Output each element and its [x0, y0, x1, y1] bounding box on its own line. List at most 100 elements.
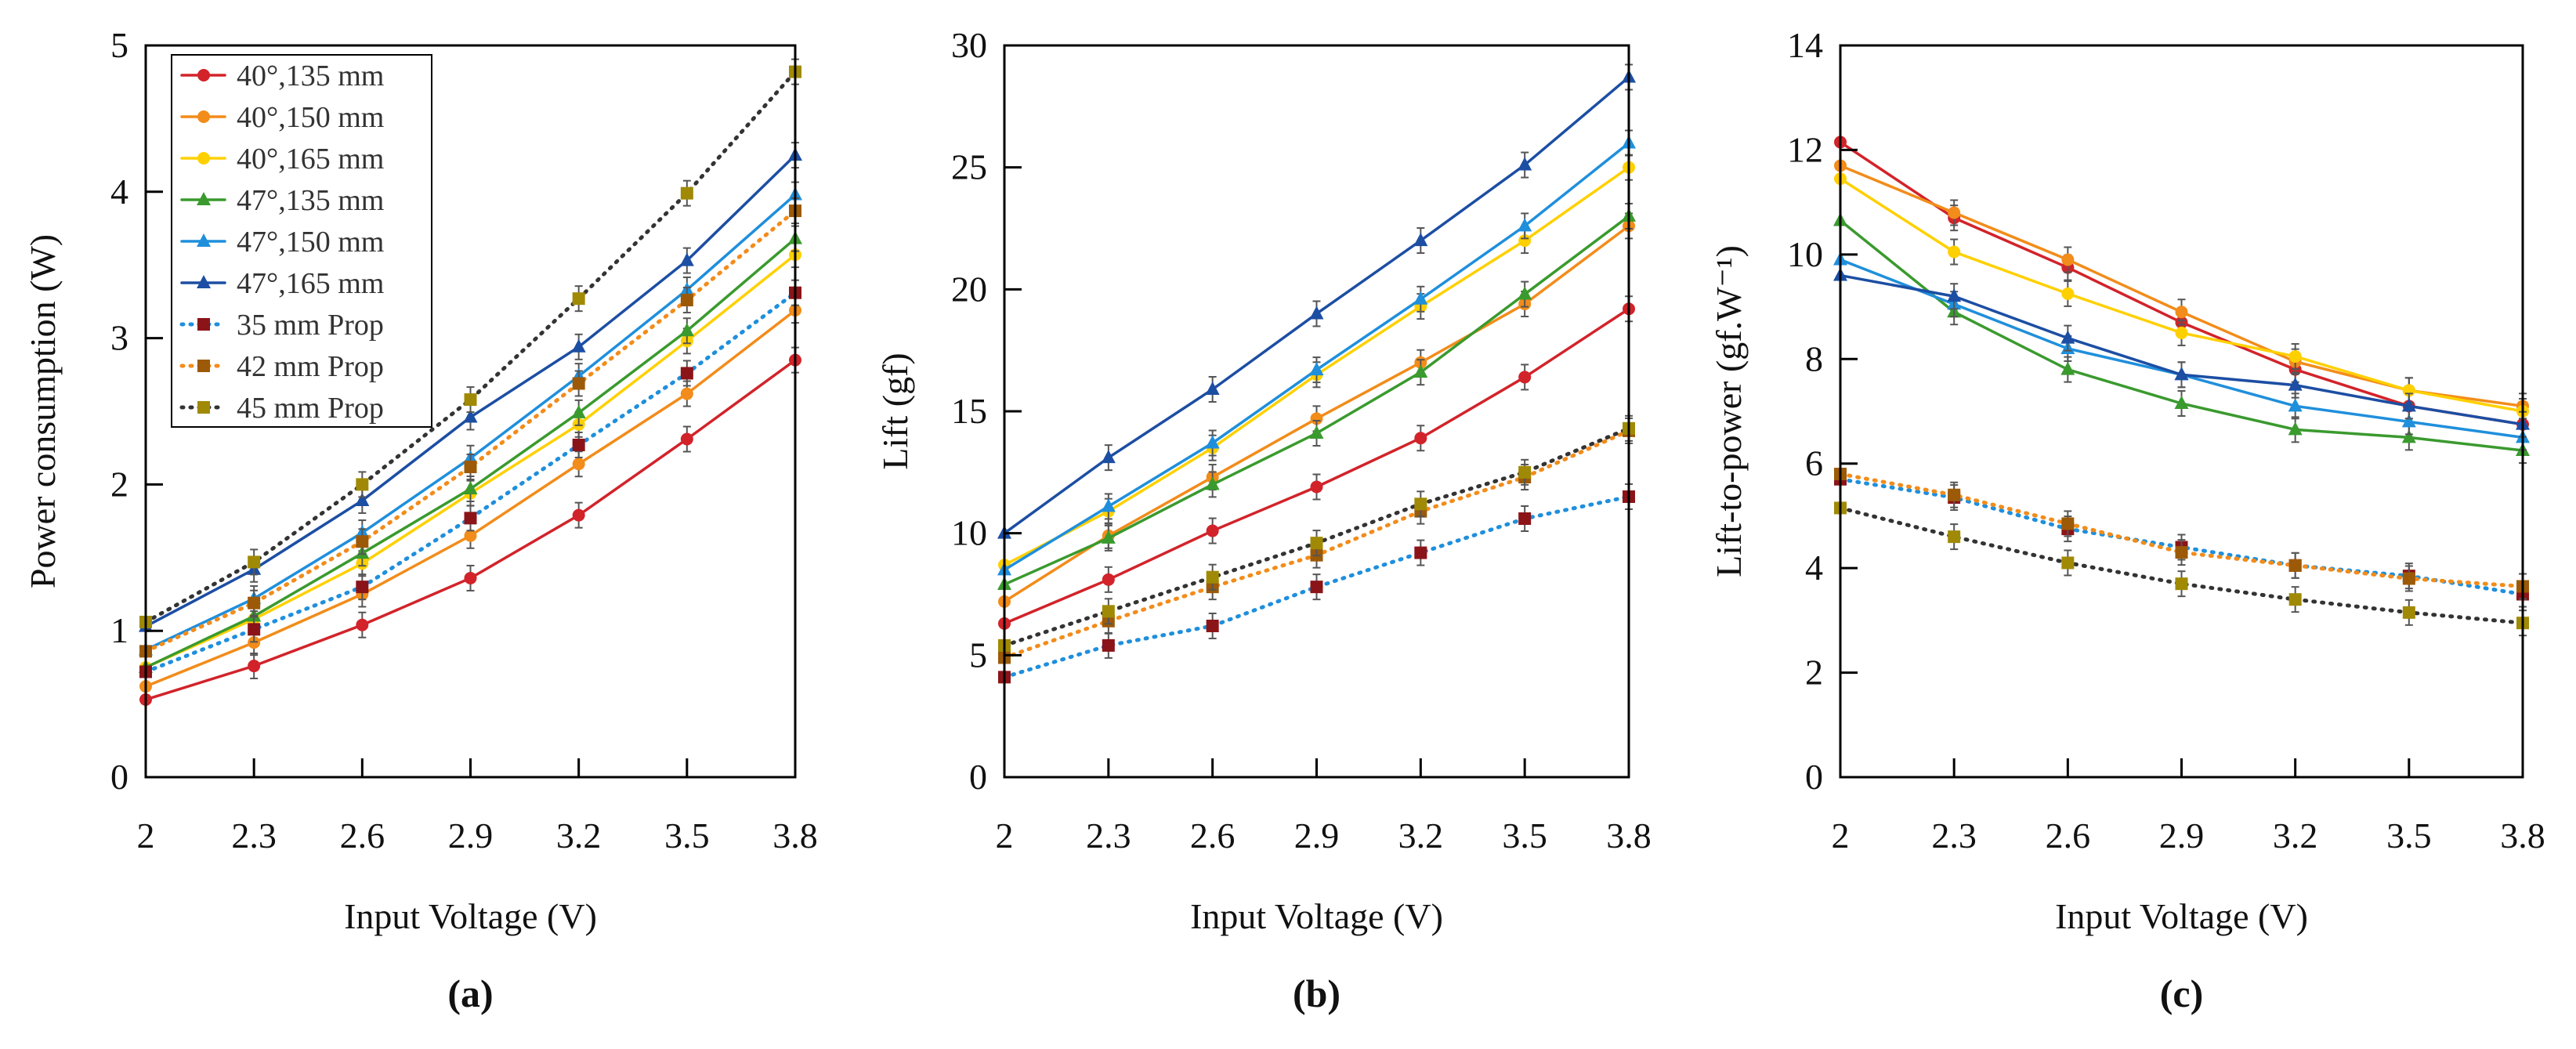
- data-point: [1518, 465, 1532, 479]
- data-point: [2175, 306, 2188, 319]
- data-point: [1310, 581, 1323, 594]
- y-tick-label: 0: [110, 757, 128, 797]
- data-point: [1948, 530, 1961, 544]
- data-point: [1948, 488, 1961, 501]
- data-point: [1518, 218, 1532, 232]
- data-point: [1518, 512, 1532, 525]
- data-point: [680, 186, 693, 200]
- data-point: [1309, 425, 1324, 439]
- legend-item: 40°,135 mm: [180, 60, 384, 92]
- series-8: [998, 414, 1635, 652]
- data-point: [2402, 572, 2415, 585]
- data-point: [1310, 537, 1323, 550]
- data-point: [463, 409, 478, 423]
- data-point: [680, 387, 693, 400]
- data-point: [2060, 361, 2075, 375]
- legend: 40°,135 mm 40°,150 mm 40°,165 mm 47°,135 mm…: [171, 54, 432, 428]
- data-point: [463, 481, 478, 495]
- data-point: [2401, 398, 2416, 412]
- x-tick-label: 3.8: [772, 816, 818, 855]
- y-tick-label: 3: [110, 318, 128, 358]
- y-tick-label: 25: [951, 147, 987, 187]
- data-point: [1309, 306, 1324, 320]
- data-point: [680, 367, 693, 380]
- data-point: [2174, 367, 2189, 381]
- legend-item: 42 mm Prop: [179, 350, 384, 383]
- data-point: [464, 529, 477, 542]
- data-point: [2288, 593, 2302, 606]
- x-tick-label: 2: [996, 816, 1014, 855]
- data-point: [1309, 362, 1324, 376]
- data-point: [679, 323, 694, 337]
- y-axis-label: Lift-to-power (gf.W⁻¹): [1709, 245, 1749, 577]
- data-point: [2288, 398, 2303, 412]
- legend-item: 47°,150 mm: [180, 226, 384, 259]
- legend-item: 45 mm Prop: [179, 392, 384, 425]
- data-point: [1518, 371, 1532, 384]
- data-point: [1101, 498, 1116, 512]
- data-point: [2174, 395, 2189, 409]
- x-tick-label: 3.5: [2386, 816, 2432, 855]
- y-tick-label: 12: [1787, 129, 1823, 169]
- data-point: [1102, 573, 1115, 586]
- data-point: [1206, 570, 1219, 584]
- data-point: [356, 618, 369, 631]
- data-point: [356, 581, 369, 594]
- data-point: [2288, 349, 2302, 363]
- x-tick-label: 3.5: [1502, 816, 1547, 855]
- x-tick-label: 2: [137, 816, 155, 855]
- data-point: [1102, 605, 1115, 618]
- legend-marker: [197, 360, 210, 372]
- data-point: [464, 512, 477, 525]
- chart-panel-0: 0 1 2 3 4 5 2 2.3 2.6 2.9 3.2 3.5 3.8 Input Voltage (…: [23, 25, 818, 1015]
- data-point: [2288, 377, 2303, 391]
- legend-marker: [197, 110, 210, 123]
- y-tick-label: 10: [1787, 234, 1823, 274]
- x-tick-label: 3.2: [1398, 816, 1444, 855]
- data-point: [2060, 330, 2075, 344]
- series-0: [139, 346, 801, 706]
- data-point: [1518, 286, 1532, 300]
- data-point: [1414, 546, 1427, 559]
- panel-label: (b): [1293, 971, 1340, 1015]
- y-tick-label: 10: [951, 513, 987, 553]
- data-point: [2061, 287, 2075, 300]
- data-point: [1101, 450, 1116, 464]
- data-point: [1948, 245, 1961, 259]
- data-point: [2401, 429, 2416, 443]
- data-point: [464, 571, 477, 584]
- legend-item: 40°,165 mm: [180, 143, 384, 175]
- legend-marker: [197, 69, 210, 81]
- x-axis-label: Input Voltage (V): [2055, 896, 2308, 936]
- data-point: [571, 404, 586, 418]
- panel-label: (a): [447, 971, 493, 1015]
- x-axis-label: Input Voltage (V): [1190, 896, 1443, 936]
- data-point: [1518, 234, 1532, 248]
- chart-panel-1: 0 5 10 15 20 25 30 2 2.3 2.6 2.9 3.2 3.5 3.8 Input Vol…: [875, 25, 1652, 1015]
- series-2: [1834, 172, 2529, 425]
- data-point: [464, 460, 477, 473]
- series-line: [1003, 141, 1630, 572]
- data-point: [1413, 291, 1428, 305]
- data-point: [2401, 414, 2416, 428]
- x-tick-label: 2.3: [1086, 816, 1131, 855]
- data-point: [680, 294, 693, 307]
- legend-marker: [197, 318, 210, 331]
- y-tick-label: 30: [951, 25, 987, 65]
- data-point: [1205, 381, 1220, 395]
- data-point: [1206, 524, 1219, 537]
- y-tick-label: 8: [1805, 338, 1823, 378]
- series-8: [1834, 501, 2529, 637]
- x-tick-label: 2.3: [231, 816, 277, 855]
- data-point: [572, 458, 585, 471]
- y-axis-label: Power consumption (W): [23, 234, 63, 588]
- legend-item: 40°,150 mm: [180, 101, 384, 134]
- x-tick-label: 2.9: [2159, 816, 2205, 855]
- data-point: [572, 292, 585, 306]
- data-point: [679, 252, 694, 266]
- legend-label: 40°,135 mm: [237, 60, 384, 92]
- data-point: [2175, 326, 2188, 339]
- series-4: [997, 129, 1636, 576]
- legend-label: 42 mm Prop: [237, 350, 384, 383]
